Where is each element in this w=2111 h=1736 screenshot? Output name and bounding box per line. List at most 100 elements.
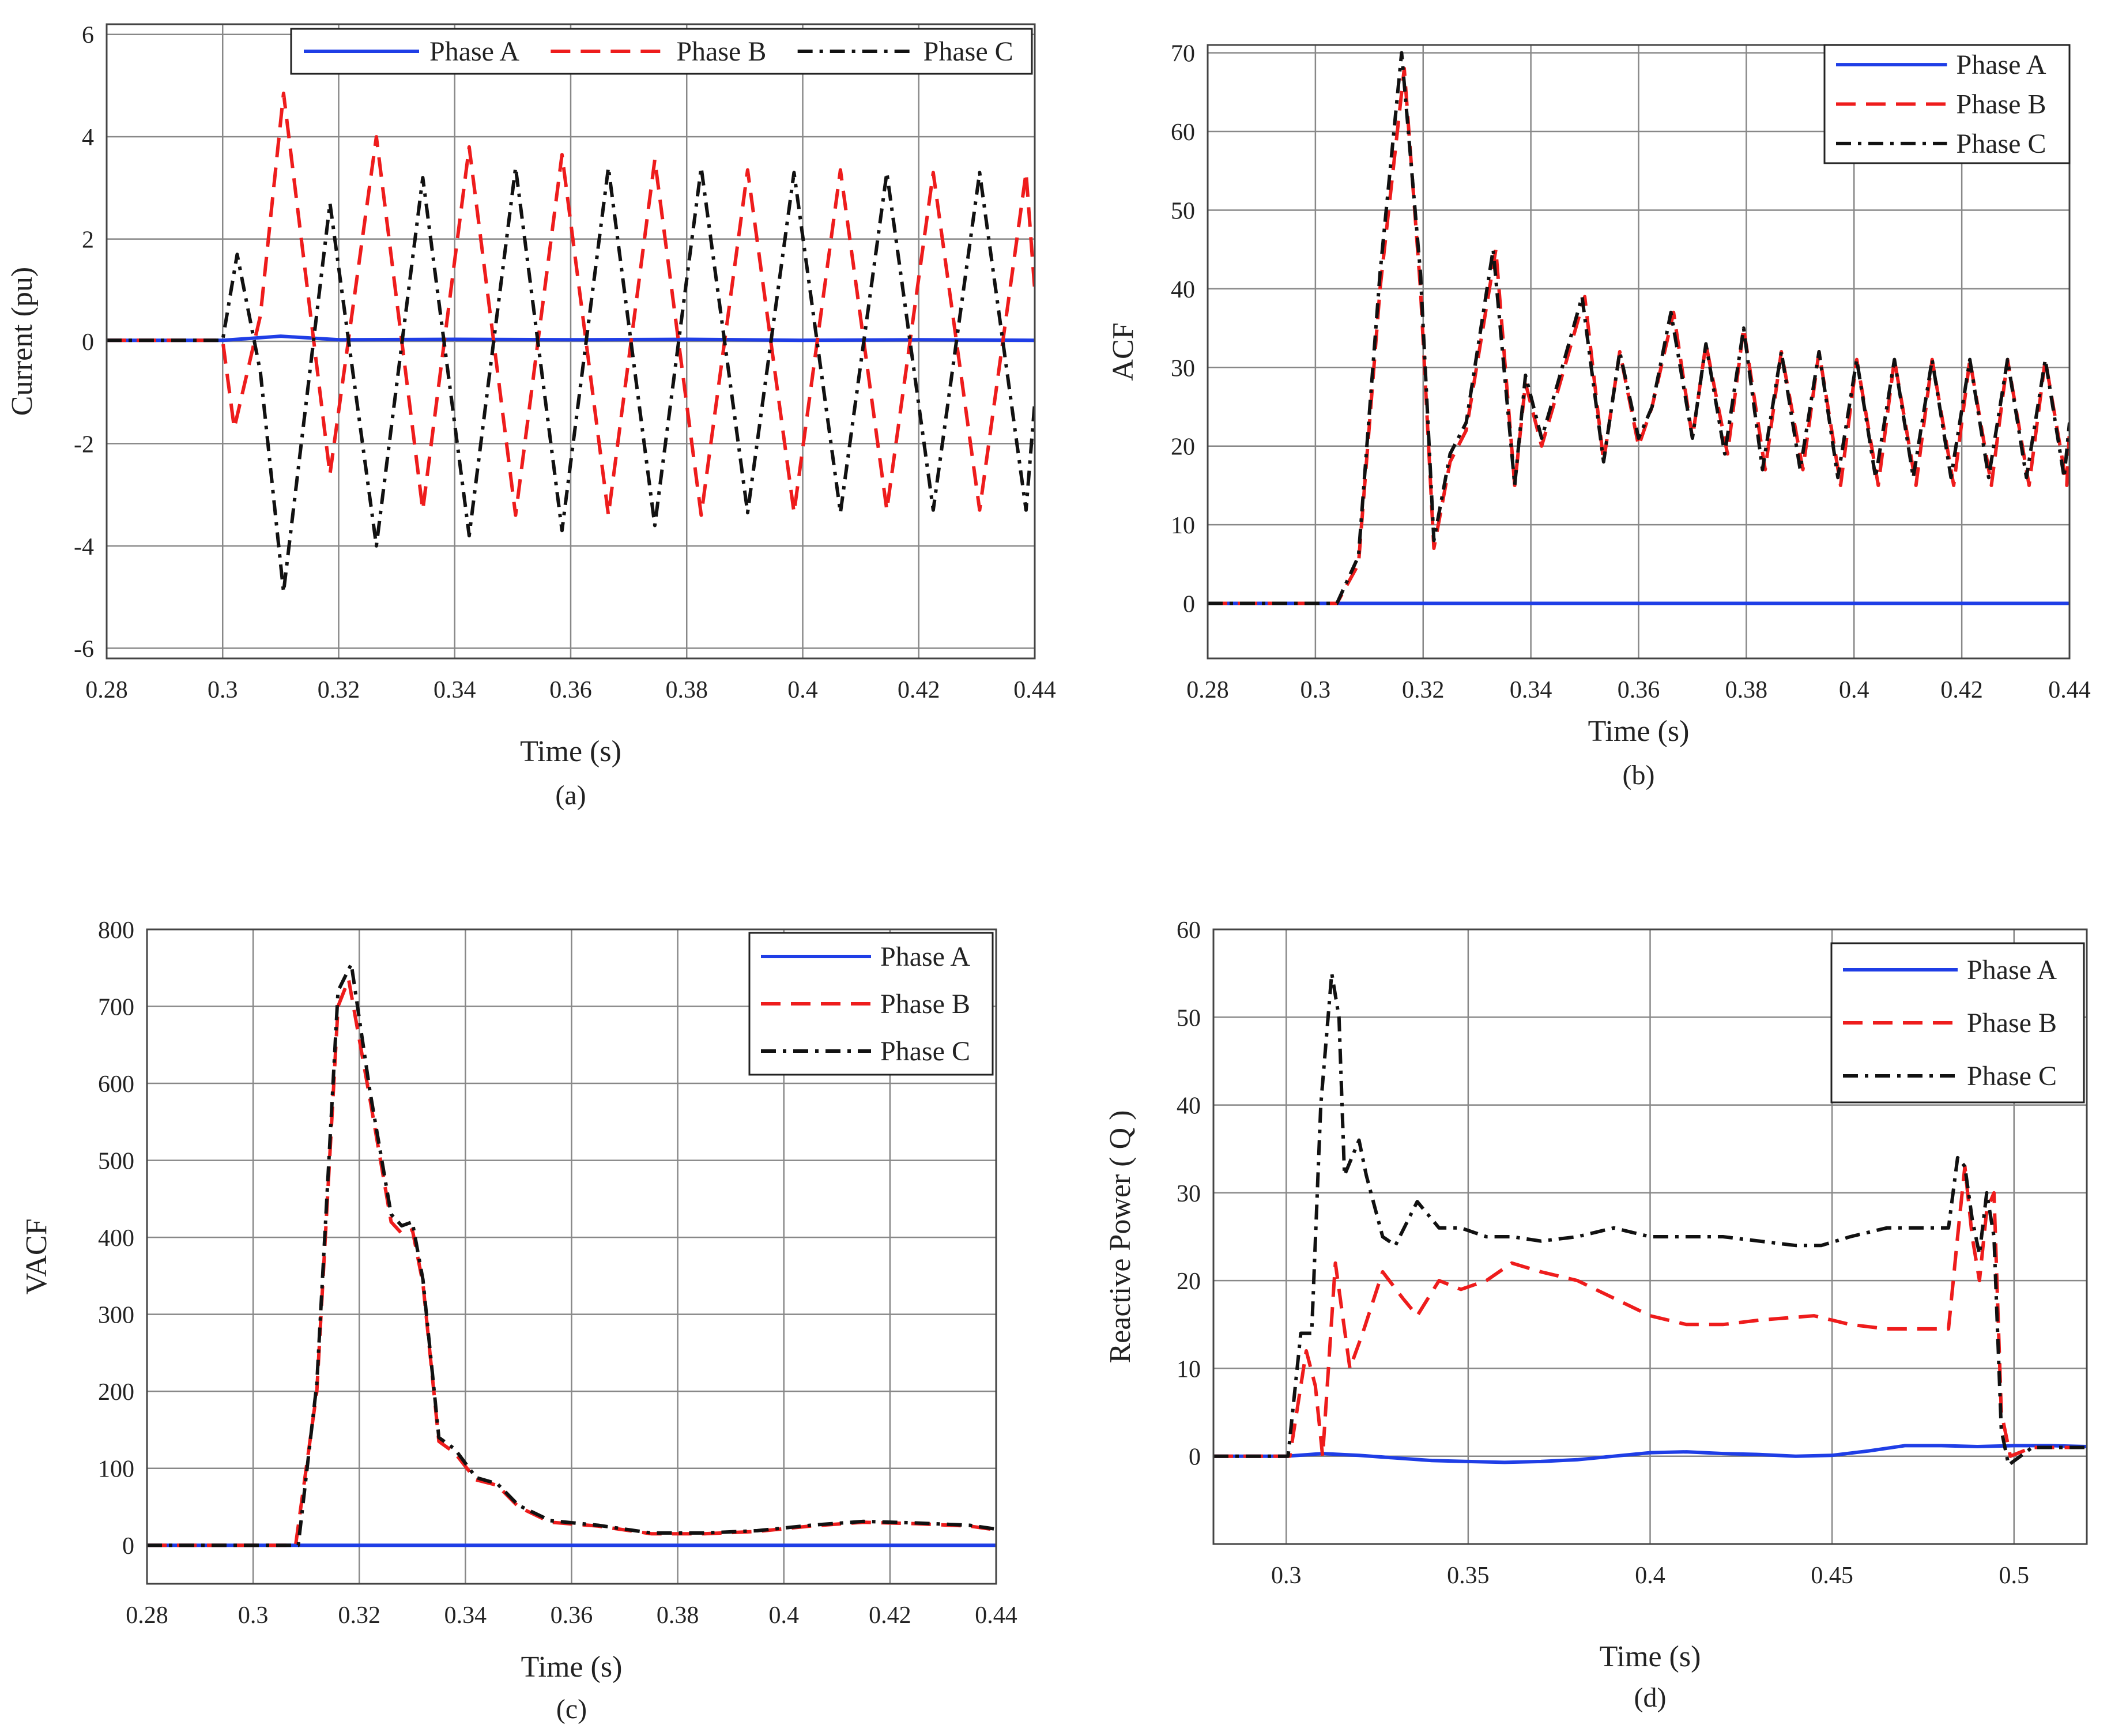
- y-tick-label: 30: [1177, 1181, 1201, 1207]
- y-axis-label: Current (pu): [6, 267, 39, 416]
- x-tick-label: 0.4: [1839, 677, 1869, 703]
- y-tick-label: 4: [82, 125, 94, 151]
- legend-label: Phase A: [429, 36, 519, 67]
- y-tick-label: 0: [82, 329, 94, 356]
- series-line-phase-a: [107, 334, 1035, 342]
- x-tick-label: 0.36: [549, 677, 592, 703]
- y-tick-label: 50: [1177, 1005, 1201, 1031]
- figure-caption: (b): [1623, 760, 1655, 790]
- series-line-phase-c: [1213, 971, 2087, 1467]
- y-tick-label: 10: [1177, 1356, 1201, 1383]
- legend: Phase A Phase B Phase C: [748, 932, 994, 1076]
- chart-a: 0.28 0.3 0.32 0.34 0.36 0.38 0.4 0.42 0.44 -6 -4 -2…: [6, 22, 1056, 811]
- y-tick-label: 40: [1177, 1093, 1201, 1120]
- x-tick-label: 0.36: [1618, 677, 1660, 703]
- x-tick-label: 0.44: [975, 1602, 1017, 1629]
- y-tick-label: 0: [1183, 592, 1195, 618]
- x-tick-label: 0.5: [1999, 1562, 2030, 1589]
- series-line-phase-b: [1213, 1165, 2087, 1458]
- x-tick-label: 0.28: [1186, 677, 1229, 703]
- y-tick-label: 0: [122, 1533, 134, 1560]
- legend-label: Phase C: [1967, 1061, 2057, 1091]
- x-tick-label: 0.42: [1940, 677, 1983, 703]
- x-tick-label: 0.3: [1300, 677, 1331, 703]
- y-axis-label: VACF: [20, 1218, 53, 1294]
- legend-label: Phase C: [1957, 129, 2046, 159]
- x-tick-label: 0.44: [1013, 677, 1056, 703]
- x-tick-label: 0.42: [869, 1602, 911, 1629]
- x-tick-label: 0.36: [551, 1602, 593, 1629]
- y-tick-label: 0: [1189, 1444, 1201, 1471]
- legend: Phase A Phase B Phase C: [290, 28, 1033, 75]
- y-tick-label: -4: [74, 534, 94, 560]
- x-tick-label: 0.3: [208, 677, 238, 703]
- y-tick-label: 2: [82, 227, 94, 254]
- y-tick-label: 20: [1177, 1268, 1201, 1295]
- legend: Phase A Phase B Phase C: [1830, 942, 2085, 1104]
- x-tick-label: 0.42: [898, 677, 940, 703]
- chart-d: 0.3 0.35 0.4 0.45 0.5 0 10 20 30 40 50 60 Time (s) (d…: [1104, 917, 2088, 1713]
- figure-caption: (d): [1634, 1682, 1667, 1713]
- legend-label: Phase A: [1957, 50, 2046, 80]
- x-axis-label: Time (s): [1588, 715, 1690, 748]
- y-tick-label: -6: [74, 636, 94, 662]
- legend: Phase A Phase B Phase C: [1823, 44, 2071, 164]
- y-tick-label: 60: [1171, 119, 1195, 146]
- x-axis-label: Time (s): [521, 1651, 623, 1684]
- x-tick-label: 0.38: [666, 677, 708, 703]
- y-tick-label: 600: [98, 1071, 134, 1098]
- series-line-phase-a: [1213, 1444, 2087, 1464]
- x-tick-label: 0.34: [444, 1602, 487, 1629]
- series-line-phase-c: [107, 165, 1035, 594]
- legend-label: Phase A: [1967, 955, 2057, 985]
- x-tick-label: 0.44: [2048, 677, 2091, 703]
- y-tick-label: 300: [98, 1302, 134, 1329]
- x-tick-label: 0.45: [1811, 1562, 1853, 1589]
- x-tick-label: 0.4: [769, 1602, 800, 1629]
- y-tick-label: 60: [1177, 917, 1201, 944]
- x-tick-label: 0.4: [1635, 1562, 1665, 1589]
- x-tick-label: 0.35: [1447, 1562, 1490, 1589]
- x-axis-label: Time (s): [1600, 1640, 1701, 1673]
- figure-caption: (a): [555, 780, 586, 811]
- y-tick-label: 70: [1171, 41, 1195, 67]
- x-tick-label: 0.28: [85, 677, 128, 703]
- y-tick-label: 400: [98, 1225, 134, 1252]
- y-axis-label: ACF: [1107, 322, 1140, 381]
- y-tick-label: 40: [1171, 277, 1195, 303]
- legend-label: Phase A: [880, 942, 970, 972]
- y-tick-label: 200: [98, 1379, 134, 1406]
- x-tick-label: 0.28: [126, 1602, 168, 1629]
- x-tick-label: 0.32: [338, 1602, 381, 1629]
- y-tick-label: 30: [1171, 355, 1195, 382]
- y-tick-label: 100: [98, 1456, 134, 1483]
- legend-label: Phase C: [880, 1036, 970, 1067]
- x-tick-label: 0.38: [1725, 677, 1768, 703]
- plot-frame: [105, 23, 1036, 660]
- x-tick-label: 0.38: [657, 1602, 699, 1629]
- series-line-phase-c: [147, 962, 996, 1547]
- plot-frame: [1207, 44, 2071, 660]
- x-tick-label: 0.32: [318, 677, 360, 703]
- legend-label: Phase B: [676, 36, 766, 67]
- legend-label: Phase B: [880, 989, 970, 1019]
- figure-caption: (c): [556, 1694, 587, 1724]
- y-tick-label: 10: [1171, 513, 1195, 539]
- y-tick-label: -2: [74, 431, 94, 458]
- x-tick-label: 0.34: [433, 677, 476, 703]
- plot-frame: [146, 928, 997, 1585]
- y-tick-label: 700: [98, 995, 134, 1021]
- series-line-phase-b: [1208, 66, 2069, 605]
- legend-label: Phase C: [923, 36, 1013, 67]
- plot-frame: [1212, 928, 2088, 1545]
- y-tick-label: 6: [82, 22, 94, 49]
- x-tick-label: 0.3: [238, 1602, 269, 1629]
- legend-label: Phase B: [1967, 1008, 2057, 1038]
- legend-label: Phase B: [1957, 89, 2046, 120]
- x-tick-label: 0.32: [1402, 677, 1445, 703]
- x-tick-label: 0.34: [1510, 677, 1552, 703]
- y-tick-label: 50: [1171, 198, 1195, 224]
- x-axis-label: Time (s): [520, 735, 621, 768]
- chart-b: 0.28 0.3 0.32 0.34 0.36 0.38 0.4 0.42 0.44 0 10 20 3…: [1107, 41, 2091, 790]
